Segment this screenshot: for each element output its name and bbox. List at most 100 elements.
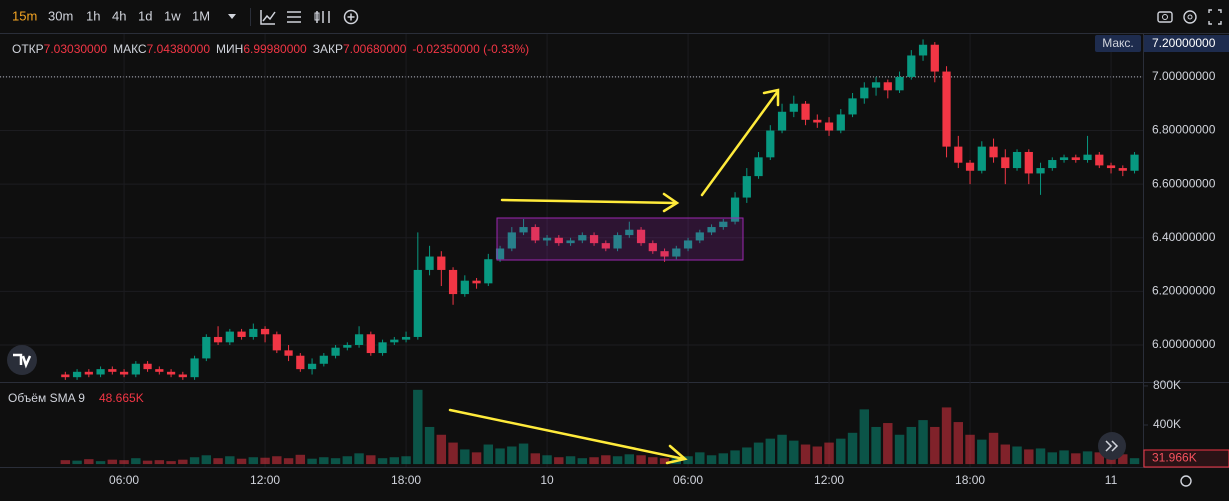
candle-body xyxy=(131,363,140,375)
arrow xyxy=(448,408,688,465)
candle-body xyxy=(672,248,681,257)
fullscreen-icon[interactable] xyxy=(1208,9,1222,25)
volume-bar xyxy=(189,457,200,465)
interval-button[interactable]: 15m xyxy=(12,8,37,23)
candle-body xyxy=(954,146,963,163)
volume-bar xyxy=(166,461,176,465)
axis-settings-icon[interactable] xyxy=(1180,475,1192,487)
candle-body xyxy=(683,240,693,249)
ohlc-legend: ОТКР7.03030000 МАКС7.04380000 МИН6.9998000… xyxy=(12,42,529,56)
candle-body xyxy=(554,237,563,244)
legend-value: 6.99980000 xyxy=(243,42,307,56)
candle-body xyxy=(989,146,998,158)
max-marker-label: Макс. xyxy=(1102,36,1134,50)
candle-body xyxy=(354,334,364,346)
legend-value: 7.00680000 xyxy=(343,42,407,56)
time-tick-label: 18:00 xyxy=(391,473,421,487)
volume-bar xyxy=(836,438,846,465)
volume-bar xyxy=(201,455,212,465)
volume-bar xyxy=(389,457,400,465)
volume-bar xyxy=(1071,453,1081,465)
time-tick-label: 06:00 xyxy=(673,473,703,487)
candle-body xyxy=(824,122,834,131)
volume-bar xyxy=(589,457,599,465)
camera-icon[interactable] xyxy=(1157,11,1173,23)
interval-button[interactable]: 1w xyxy=(164,8,181,23)
volume-bar xyxy=(965,434,975,465)
max-marker-label-bg xyxy=(1095,35,1141,52)
candle-body xyxy=(660,251,669,257)
candle-body xyxy=(754,157,763,177)
candle-body xyxy=(707,227,716,233)
volume-bar xyxy=(424,426,435,465)
volume-bar xyxy=(354,453,364,465)
candle-body xyxy=(284,350,293,356)
volume-bar xyxy=(178,459,188,465)
price-tick-label: 6.20000000 xyxy=(1152,284,1216,298)
candle-body xyxy=(1118,168,1127,171)
settings-icon[interactable] xyxy=(1183,10,1197,24)
interval-button[interactable]: 30m xyxy=(48,8,73,23)
candle-body xyxy=(942,71,951,147)
legend-value: 7.03030000 xyxy=(44,42,108,56)
volume-bar xyxy=(812,446,823,465)
candle-body xyxy=(1024,151,1033,174)
volume-bar xyxy=(659,458,670,465)
candle-body xyxy=(766,130,775,158)
candle-body xyxy=(636,229,646,244)
indicator-icon[interactable] xyxy=(260,10,276,25)
volume-bar xyxy=(119,460,129,465)
volume-bar xyxy=(1047,452,1058,465)
plot xyxy=(60,39,1140,465)
candle-body xyxy=(413,269,422,337)
volume-bar xyxy=(142,460,153,465)
legend-label: МИН xyxy=(216,42,243,56)
volume-bar xyxy=(60,460,71,465)
candle-body xyxy=(390,339,399,343)
candle-body xyxy=(1106,165,1116,169)
volume-bar xyxy=(154,460,165,465)
arrow xyxy=(700,88,780,197)
candle-body xyxy=(448,269,458,295)
volume-bar xyxy=(283,458,294,465)
candle-body xyxy=(237,331,246,337)
candle-body xyxy=(531,227,540,241)
candle-body xyxy=(401,336,411,340)
volume-bar xyxy=(1082,451,1093,465)
volume-sma-value: 48.665K xyxy=(99,391,144,405)
candle-body xyxy=(719,221,728,228)
volume-bar xyxy=(342,456,353,465)
interval-button[interactable]: 4h xyxy=(112,8,126,23)
interval-button[interactable]: 1M xyxy=(192,8,210,23)
max-marker-price: 7.20000000 xyxy=(1152,36,1216,50)
volume-bar xyxy=(941,407,952,465)
chart-type-icon[interactable] xyxy=(287,11,301,23)
volume-bar xyxy=(777,434,787,465)
interval-button[interactable]: 1d xyxy=(138,8,152,23)
max-marker-price-bg xyxy=(1144,35,1229,52)
candle-body xyxy=(272,334,281,351)
volume-bar xyxy=(1024,449,1034,465)
volume-bar xyxy=(883,423,893,465)
volume-bar xyxy=(1129,458,1140,465)
volume-bar xyxy=(683,456,693,465)
candle-body xyxy=(1001,157,1010,169)
candle-body xyxy=(777,111,787,131)
volume-bar xyxy=(1000,444,1011,465)
volume-bar xyxy=(530,453,541,465)
candle-body xyxy=(143,363,152,370)
dropdown-icon[interactable] xyxy=(228,14,236,19)
volume-bar xyxy=(213,458,223,465)
volume-bar xyxy=(1035,448,1046,465)
interval-button[interactable]: 1h xyxy=(86,8,100,23)
volume-bar xyxy=(565,456,576,465)
add-icon[interactable] xyxy=(343,9,359,25)
volume-bar xyxy=(918,420,928,465)
arrow xyxy=(500,192,680,213)
legend-label: ОТКР xyxy=(12,42,44,56)
volume-bar xyxy=(272,456,282,465)
volume-bar xyxy=(307,458,317,465)
volume-bar xyxy=(507,446,517,465)
volume-bar xyxy=(495,448,505,465)
